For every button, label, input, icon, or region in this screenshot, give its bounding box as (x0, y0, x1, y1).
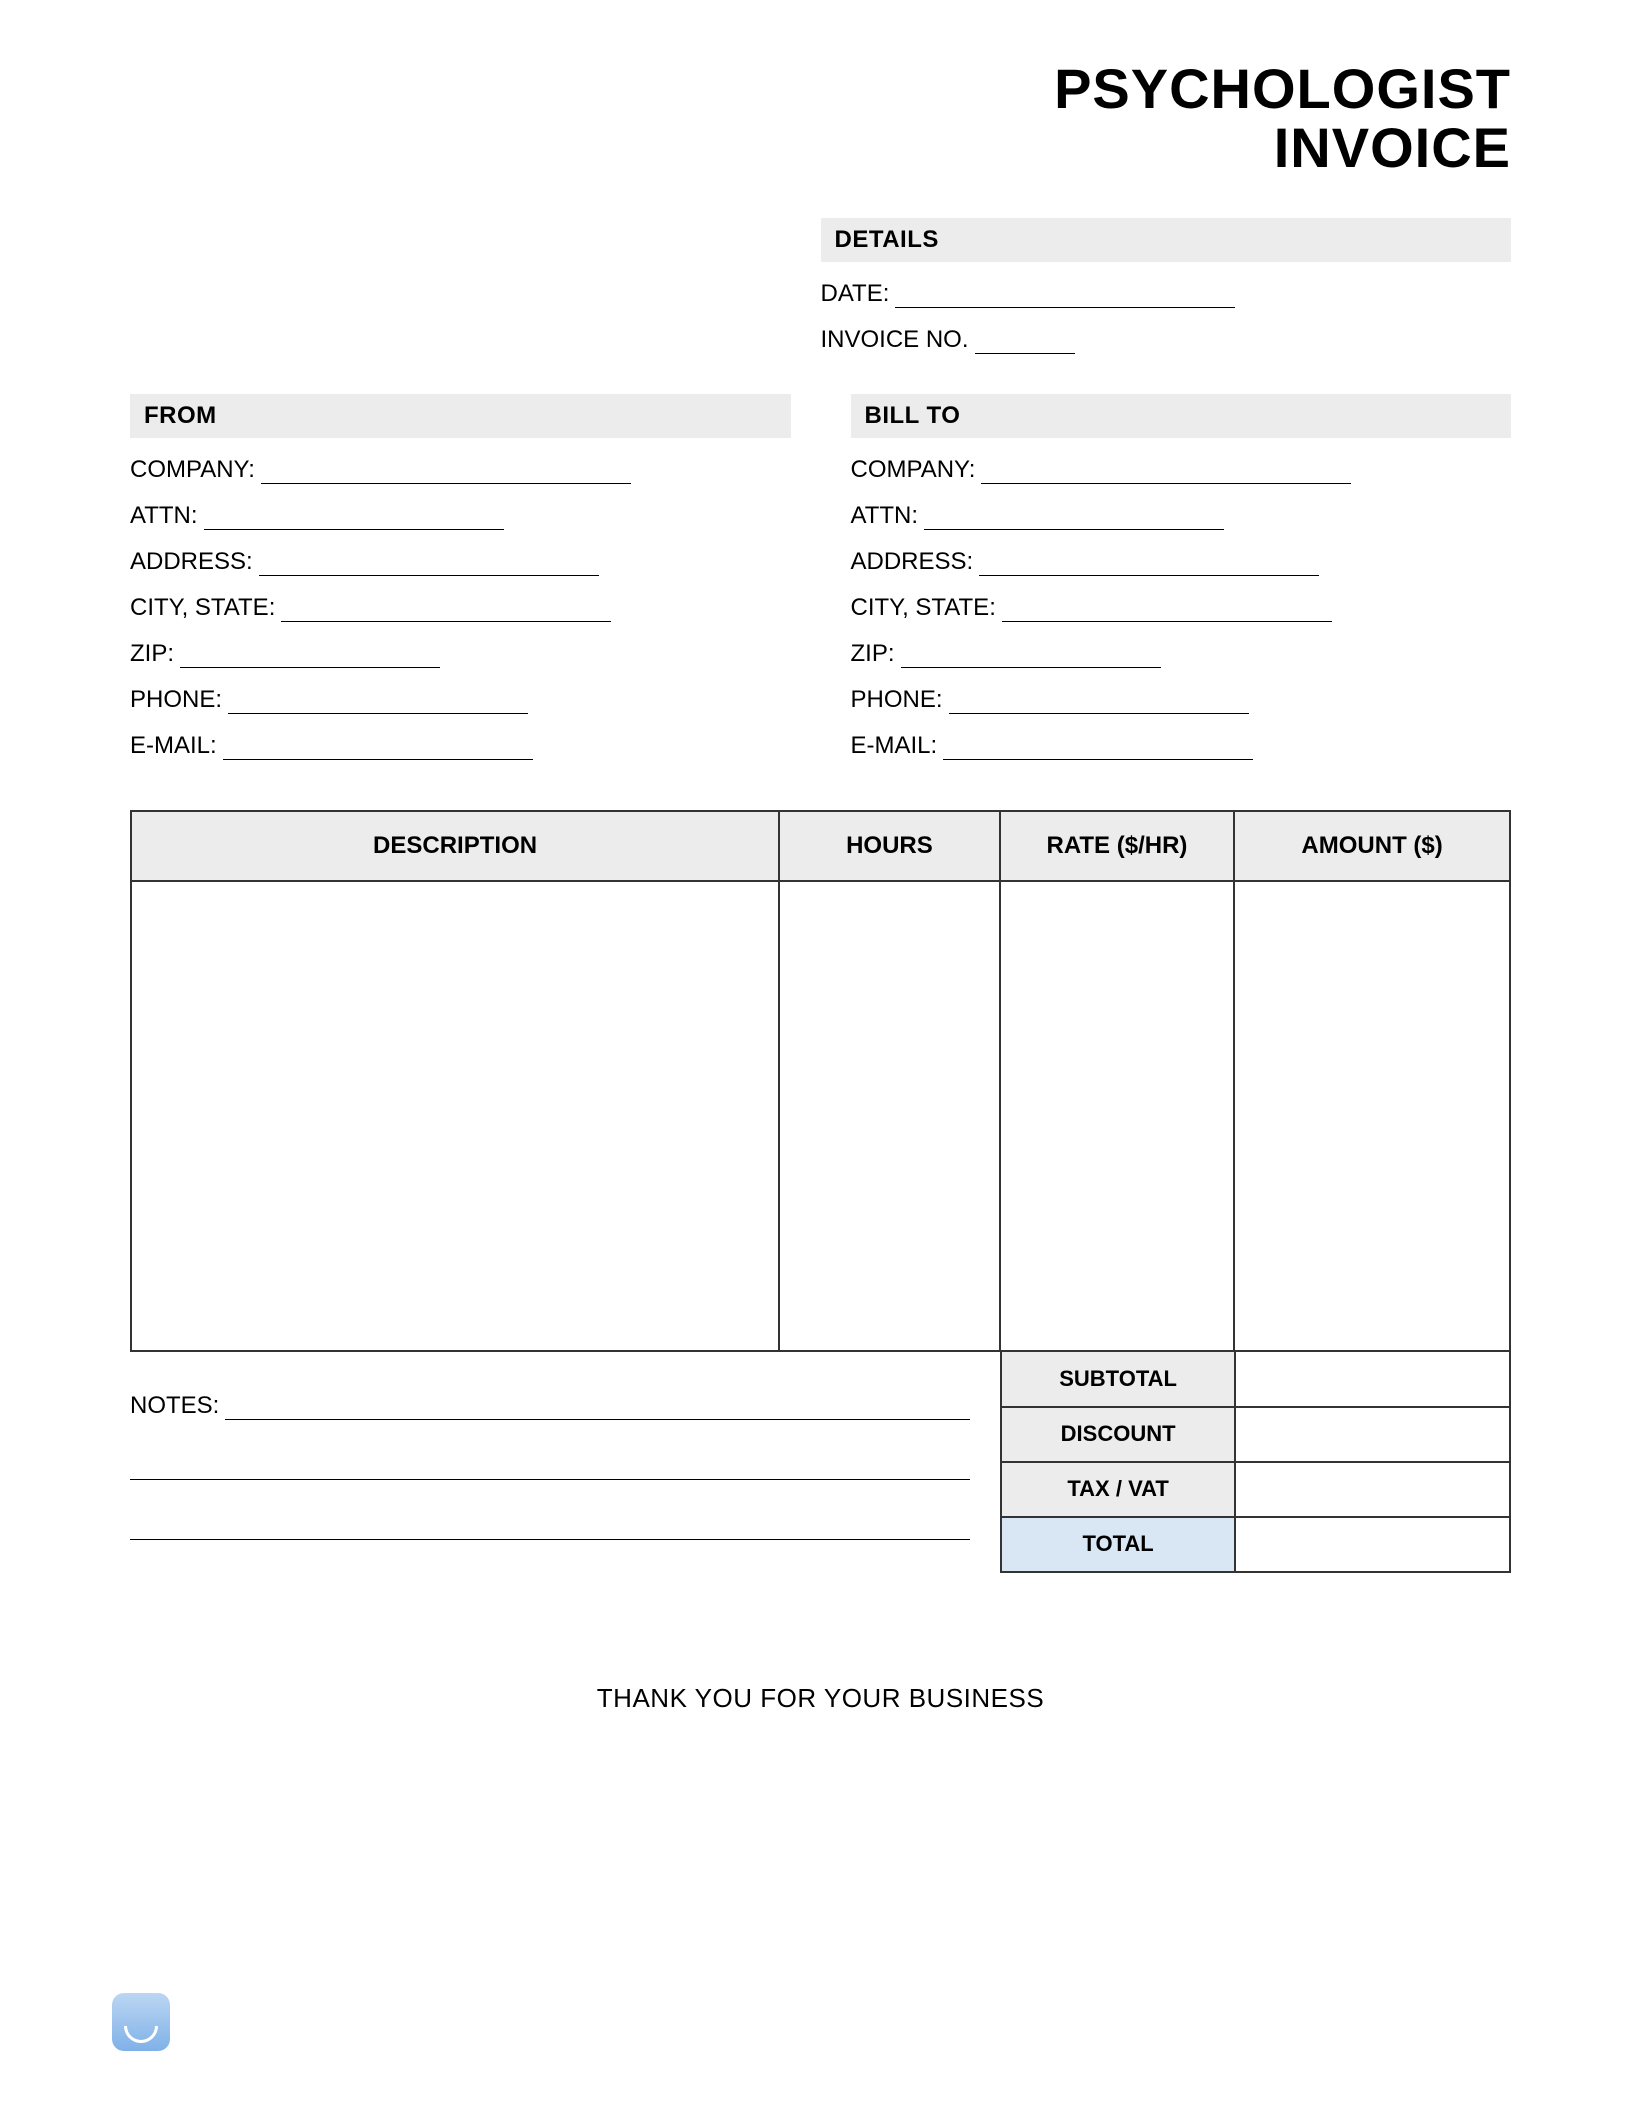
billto-phone-field[interactable]: PHONE: (851, 686, 1512, 714)
from-address-field[interactable]: ADDRESS: (130, 548, 791, 576)
table-body-row[interactable] (131, 881, 1510, 1351)
col-description: DESCRIPTION (131, 811, 779, 881)
document-title: PSYCHOLOGIST INVOICE (130, 60, 1511, 178)
date-input-line[interactable] (895, 284, 1235, 308)
total-value[interactable] (1235, 1517, 1510, 1572)
total-row: TOTAL (1001, 1517, 1510, 1572)
col-hours: HOURS (779, 811, 1000, 881)
notes-input-line-3[interactable] (130, 1510, 970, 1540)
from-company-field[interactable]: COMPANY: (130, 456, 791, 484)
discount-value[interactable] (1235, 1407, 1510, 1462)
subtotal-value[interactable] (1235, 1352, 1510, 1407)
billto-email-field[interactable]: E-MAIL: (851, 732, 1512, 760)
details-section: DETAILS DATE: INVOICE NO. (821, 218, 1512, 354)
title-line-1: PSYCHOLOGIST (130, 60, 1511, 119)
details-header: DETAILS (821, 218, 1512, 262)
billto-section: BILL TO COMPANY: ATTN: ADDRESS: CITY, ST… (851, 394, 1512, 760)
from-section: FROM COMPANY: ATTN: ADDRESS: CITY, STATE… (130, 394, 791, 760)
discount-label: DISCOUNT (1001, 1407, 1235, 1462)
billto-zip-field[interactable]: ZIP: (851, 640, 1512, 668)
billto-address-field[interactable]: ADDRESS: (851, 548, 1512, 576)
subtotal-row: SUBTOTAL (1001, 1352, 1510, 1407)
col-rate: RATE ($/HR) (1000, 811, 1234, 881)
notes-input-line-2[interactable] (130, 1450, 970, 1480)
billto-citystate-field[interactable]: CITY, STATE: (851, 594, 1512, 622)
date-field[interactable]: DATE: (821, 280, 1512, 308)
discount-row: DISCOUNT (1001, 1407, 1510, 1462)
date-label: DATE: (821, 280, 896, 308)
cell-hours[interactable] (779, 881, 1000, 1351)
col-amount: AMOUNT ($) (1234, 811, 1510, 881)
title-line-2: INVOICE (130, 119, 1511, 178)
totals-table: SUBTOTAL DISCOUNT TAX / VAT TOTAL (1000, 1352, 1511, 1573)
thank-you-text: THANK YOU FOR YOUR BUSINESS (130, 1683, 1511, 1714)
below-table: NOTES: SUBTOTAL DISCOUNT TAX / VAT TOTAL (130, 1352, 1511, 1573)
from-header: FROM (130, 394, 791, 438)
from-email-field[interactable]: E-MAIL: (130, 732, 791, 760)
line-items-table: DESCRIPTION HOURS RATE ($/HR) AMOUNT ($) (130, 810, 1511, 1352)
tax-row: TAX / VAT (1001, 1462, 1510, 1517)
from-citystate-field[interactable]: CITY, STATE: (130, 594, 791, 622)
smile-icon (124, 2026, 158, 2043)
notes-input-line-1[interactable] (225, 1396, 970, 1420)
total-label: TOTAL (1001, 1517, 1235, 1572)
invoiceno-field[interactable]: INVOICE NO. (821, 326, 1512, 354)
notes-label: NOTES: (130, 1392, 225, 1420)
invoiceno-input-line[interactable] (975, 330, 1075, 354)
from-attn-field[interactable]: ATTN: (130, 502, 791, 530)
address-columns: FROM COMPANY: ATTN: ADDRESS: CITY, STATE… (130, 394, 1511, 760)
billto-attn-field[interactable]: ATTN: (851, 502, 1512, 530)
notes-line-1[interactable]: NOTES: (130, 1392, 970, 1420)
cell-amount[interactable] (1234, 881, 1510, 1351)
tax-label: TAX / VAT (1001, 1462, 1235, 1517)
cell-rate[interactable] (1000, 881, 1234, 1351)
invoiceno-label: INVOICE NO. (821, 326, 975, 354)
billto-header: BILL TO (851, 394, 1512, 438)
table-header-row: DESCRIPTION HOURS RATE ($/HR) AMOUNT ($) (131, 811, 1510, 881)
tax-value[interactable] (1235, 1462, 1510, 1517)
billto-company-field[interactable]: COMPANY: (851, 456, 1512, 484)
subtotal-label: SUBTOTAL (1001, 1352, 1235, 1407)
from-zip-field[interactable]: ZIP: (130, 640, 791, 668)
brand-logo-icon (112, 1993, 170, 2051)
cell-description[interactable] (131, 881, 779, 1351)
notes-section: NOTES: (130, 1352, 1000, 1573)
from-phone-field[interactable]: PHONE: (130, 686, 791, 714)
